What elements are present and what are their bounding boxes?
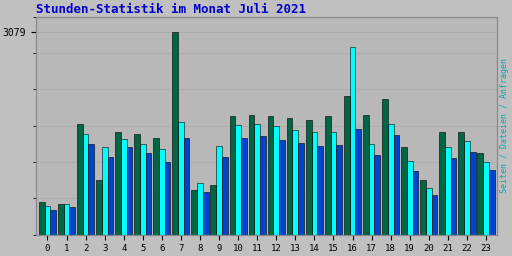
Bar <box>311 132 317 234</box>
Bar <box>153 138 159 234</box>
Bar <box>165 162 170 234</box>
Bar <box>268 116 273 234</box>
Bar <box>121 139 126 234</box>
Bar <box>126 147 132 234</box>
Bar <box>96 180 102 234</box>
Bar <box>241 138 247 234</box>
Bar <box>451 158 457 234</box>
Bar <box>69 207 75 234</box>
Y-axis label: Seiten / Dateien / Anfragen: Seiten / Dateien / Anfragen <box>500 58 509 193</box>
Bar <box>249 115 254 234</box>
Bar <box>83 134 89 234</box>
Bar <box>235 125 241 234</box>
Bar <box>279 140 285 234</box>
Bar <box>273 126 279 234</box>
Bar <box>374 155 380 234</box>
Bar <box>407 161 413 234</box>
Bar <box>140 144 145 234</box>
Bar <box>159 149 165 234</box>
Bar <box>145 153 152 234</box>
Bar <box>229 116 235 234</box>
Bar <box>216 145 222 234</box>
Bar <box>350 47 355 234</box>
Bar <box>331 132 336 234</box>
Bar <box>298 143 304 234</box>
Bar <box>306 120 311 234</box>
Bar <box>108 157 113 234</box>
Bar <box>102 147 108 234</box>
Bar <box>477 153 483 234</box>
Bar <box>344 96 350 234</box>
Bar <box>420 180 426 234</box>
Text: Stunden-Statistik im Monat Juli 2021: Stunden-Statistik im Monat Juli 2021 <box>36 3 306 16</box>
Bar <box>317 145 323 234</box>
Bar <box>39 201 45 234</box>
Bar <box>369 144 374 234</box>
Bar <box>260 136 266 234</box>
Bar <box>203 192 208 234</box>
Bar <box>58 204 63 234</box>
Bar <box>325 116 331 234</box>
Bar <box>426 188 432 234</box>
Bar <box>413 171 418 234</box>
Bar <box>197 183 203 234</box>
Bar <box>191 190 197 234</box>
Bar <box>173 31 178 234</box>
Bar <box>483 162 489 234</box>
Bar <box>45 206 50 234</box>
Bar <box>50 210 56 234</box>
Bar <box>394 135 399 234</box>
Bar <box>458 132 464 234</box>
Bar <box>89 144 94 234</box>
Bar <box>292 130 298 234</box>
Bar <box>382 99 388 234</box>
Bar <box>445 147 451 234</box>
Bar <box>184 138 189 234</box>
Bar <box>178 122 184 234</box>
Bar <box>489 170 495 234</box>
Bar <box>254 124 260 234</box>
Bar <box>222 157 228 234</box>
Bar <box>439 132 445 234</box>
Bar <box>355 129 361 234</box>
Bar <box>363 114 369 234</box>
Bar <box>134 134 140 234</box>
Bar <box>77 124 83 234</box>
Bar <box>388 124 394 234</box>
Bar <box>63 204 69 234</box>
Bar <box>401 147 407 234</box>
Bar <box>464 141 470 234</box>
Bar <box>470 152 476 234</box>
Bar <box>336 145 342 234</box>
Bar <box>287 119 292 234</box>
Bar <box>115 132 121 234</box>
Bar <box>210 185 216 234</box>
Bar <box>432 195 437 234</box>
